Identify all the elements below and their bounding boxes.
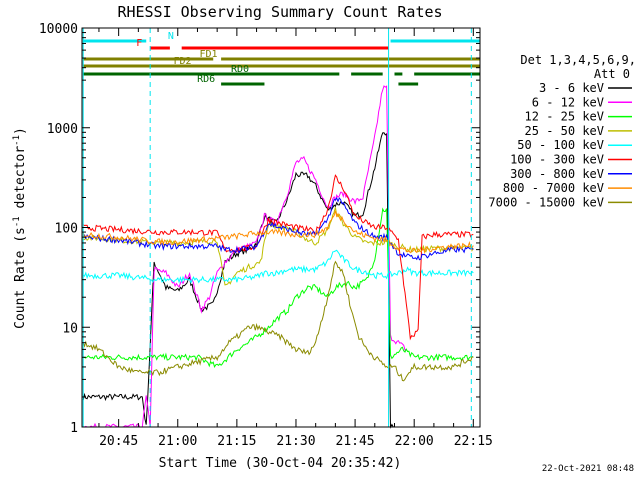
series-line-6 <box>82 197 474 261</box>
y-label-prefix: Count Rate (s <box>13 227 28 329</box>
y-tick-label-1: 10 <box>62 321 78 336</box>
series-line-4 <box>82 249 474 284</box>
x-axis-label: Start Time (30-Oct-04 20:35:42) <box>159 456 402 471</box>
legend-label-5: 100 - 300 keV <box>510 153 604 167</box>
legend-header-line1: Det 1,3,4,5,6,9, <box>520 53 636 67</box>
x-tick-label-3: 21:30 <box>276 434 315 449</box>
axes: 20:45 21:00 21:15 21:30 21:45 22:00 22:15 1 10 10… <box>39 22 493 449</box>
flag-bars: N F FD1 FD2 RD0 RD6 <box>83 31 480 86</box>
y-label-mid: detector <box>13 146 28 217</box>
legend-label-3: 25 - 50 keV <box>525 124 604 138</box>
legend-label-6: 300 - 800 keV <box>510 167 604 181</box>
series-line-7 <box>82 210 474 255</box>
series-line-5 <box>82 174 474 341</box>
flag-label-n: N <box>168 31 174 42</box>
y-label-sup1: -1 <box>12 216 22 227</box>
y-tick-label-2: 100 <box>55 222 78 237</box>
x-tick-label-1: 21:00 <box>158 434 197 449</box>
x-tick-label-2: 21:15 <box>217 434 256 449</box>
y-label-sup2: -1 <box>12 135 22 146</box>
flag-label-rd0: RD0 <box>231 64 249 75</box>
legend-label-4: 50 - 100 keV <box>517 138 604 152</box>
y-label-suffix: ) <box>13 127 28 135</box>
legend-label-1: 6 - 12 keV <box>532 95 604 109</box>
x-tick-label-6: 22:15 <box>454 434 493 449</box>
flag-label-fd2: FD2 <box>173 56 191 67</box>
plot-area <box>82 85 474 429</box>
legend-header-line2: Att 0 <box>594 67 630 81</box>
x-tick-label-0: 20:45 <box>99 434 138 449</box>
y-tick-label-3: 1000 <box>47 122 78 137</box>
x-tick-label-5: 22:00 <box>395 434 434 449</box>
generated-timestamp: 22-Oct-2021 08:48 <box>541 464 634 474</box>
series-line-2 <box>82 207 474 368</box>
flag-label-fd1: FD1 <box>199 49 217 60</box>
series-line-0 <box>82 132 395 429</box>
legend-label-8: 7000 - 15000 keV <box>488 195 604 209</box>
legend-label-0: 3 - 6 keV <box>539 81 604 95</box>
x-tick-label-4: 21:45 <box>336 434 375 449</box>
legend-label-2: 12 - 25 keV <box>525 110 604 124</box>
flag-label-rd6: RD6 <box>197 74 215 85</box>
series-line-1 <box>83 85 407 428</box>
y-tick-label-0: 1 <box>70 421 78 436</box>
y-axis-label: Count Rate (s-1 detector-1) <box>12 127 28 329</box>
chart-title: RHESSI Observing Summary Count Rates <box>117 3 442 21</box>
flag-label-f: F <box>136 38 142 49</box>
y-tick-label-4: 10000 <box>39 22 78 37</box>
series-line-8 <box>82 260 474 382</box>
legend-label-7: 800 - 7000 keV <box>503 181 604 195</box>
